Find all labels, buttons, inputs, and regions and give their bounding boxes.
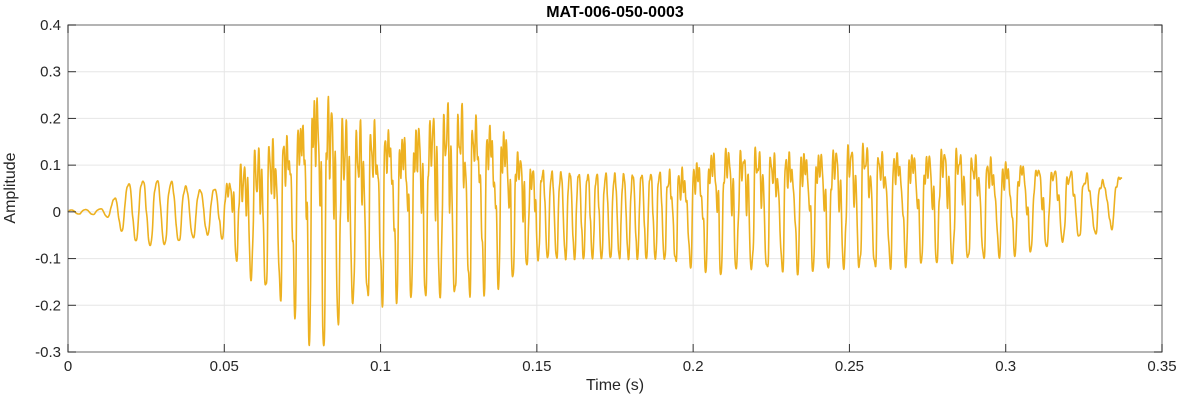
- x-tick-label: 0.15: [522, 358, 551, 375]
- y-tick-label: -0.3: [35, 344, 61, 361]
- y-tick-label: 0: [53, 204, 61, 221]
- y-tick-label: -0.2: [35, 297, 61, 314]
- y-tick-label: 0.4: [40, 17, 61, 34]
- x-tick-label: 0.2: [683, 358, 704, 375]
- grid-layer: [68, 25, 1162, 352]
- y-tick-labels: -0.3 -0.2 -0.1 0 0.1 0.2 0.3 0.4: [35, 17, 61, 361]
- y-axis-label: Amplitude: [2, 152, 19, 223]
- chart-title: MAT-006-050-0003: [546, 4, 684, 21]
- axis-layer: [67, 24, 1163, 353]
- y-tick-label: 0.2: [40, 110, 61, 127]
- x-axis-label: Time (s): [586, 377, 644, 394]
- x-tick-label: 0.05: [210, 358, 239, 375]
- x-tick-label: 0.3: [995, 358, 1016, 375]
- y-tick-label: -0.1: [35, 251, 61, 268]
- x-tick-labels: 0 0.05 0.1 0.15 0.2 0.25 0.3 0.35: [64, 358, 1177, 375]
- waveform-layer: [67, 95, 1123, 347]
- waveform-line: [67, 95, 1123, 347]
- x-tick-label: 0.35: [1147, 358, 1176, 375]
- x-tick-label: 0: [64, 358, 72, 375]
- x-tick-label: 0.25: [835, 358, 864, 375]
- y-tick-label: 0.3: [40, 64, 61, 81]
- y-tick-label: 0.1: [40, 157, 61, 174]
- x-tick-label: 0.1: [370, 358, 391, 375]
